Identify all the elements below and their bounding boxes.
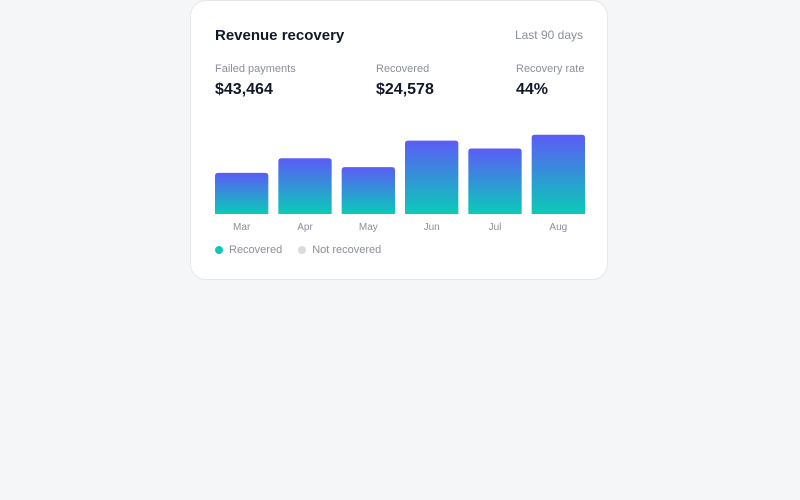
bar-mar[interactable] <box>215 172 269 214</box>
metric-recovered: Recovered $24,578 <box>376 63 434 99</box>
revenue-recovery-card: Revenue recovery Last 90 days Failed pay… <box>190 0 608 280</box>
metric-value: $43,464 <box>215 81 273 98</box>
metric-value: $24,578 <box>376 81 434 98</box>
chart-legend: Recovered Not recovered <box>215 244 397 256</box>
tick-label-jul: Jul <box>489 222 502 233</box>
bars-group <box>215 134 585 214</box>
bar-jul[interactable] <box>468 148 522 214</box>
bar-may[interactable] <box>341 167 395 214</box>
tick-label-jun: Jun <box>424 222 440 233</box>
date-range-label[interactable]: Last 90 days <box>514 28 583 42</box>
metric-value: 44% <box>516 81 549 98</box>
bar-apr[interactable] <box>278 158 332 214</box>
bar-aug[interactable] <box>531 134 585 214</box>
legend-label: Not recovered <box>312 244 382 256</box>
legend-item-recovered[interactable]: Recovered <box>215 244 282 256</box>
bar-jun[interactable] <box>405 140 459 214</box>
tick-label-mar: Mar <box>233 222 251 233</box>
tick-label-may: May <box>359 222 378 233</box>
tick-label-apr: Apr <box>297 222 313 233</box>
legend-label: Recovered <box>229 244 283 256</box>
x-tick-labels: Mar Apr May Jun Jul Aug <box>233 222 567 233</box>
legend-dot-not-recovered <box>298 246 307 254</box>
legend-dot-recovered <box>215 246 223 254</box>
metric-label: Recovered <box>376 63 430 75</box>
legend-item-not-recovered[interactable]: Not recovered <box>298 244 381 256</box>
metric-label: Failed payments <box>215 63 296 75</box>
metric-label: Recovery rate <box>516 63 585 75</box>
metric-failed-payments: Failed payments $43,464 <box>215 63 296 99</box>
card-title: Revenue recovery <box>215 27 345 44</box>
tick-label-aug: Aug <box>549 222 567 233</box>
recovery-bar-chart: Mar Apr May Jun Jul Aug <box>215 134 585 233</box>
metric-recovery-rate: Recovery rate 44% <box>516 63 584 99</box>
